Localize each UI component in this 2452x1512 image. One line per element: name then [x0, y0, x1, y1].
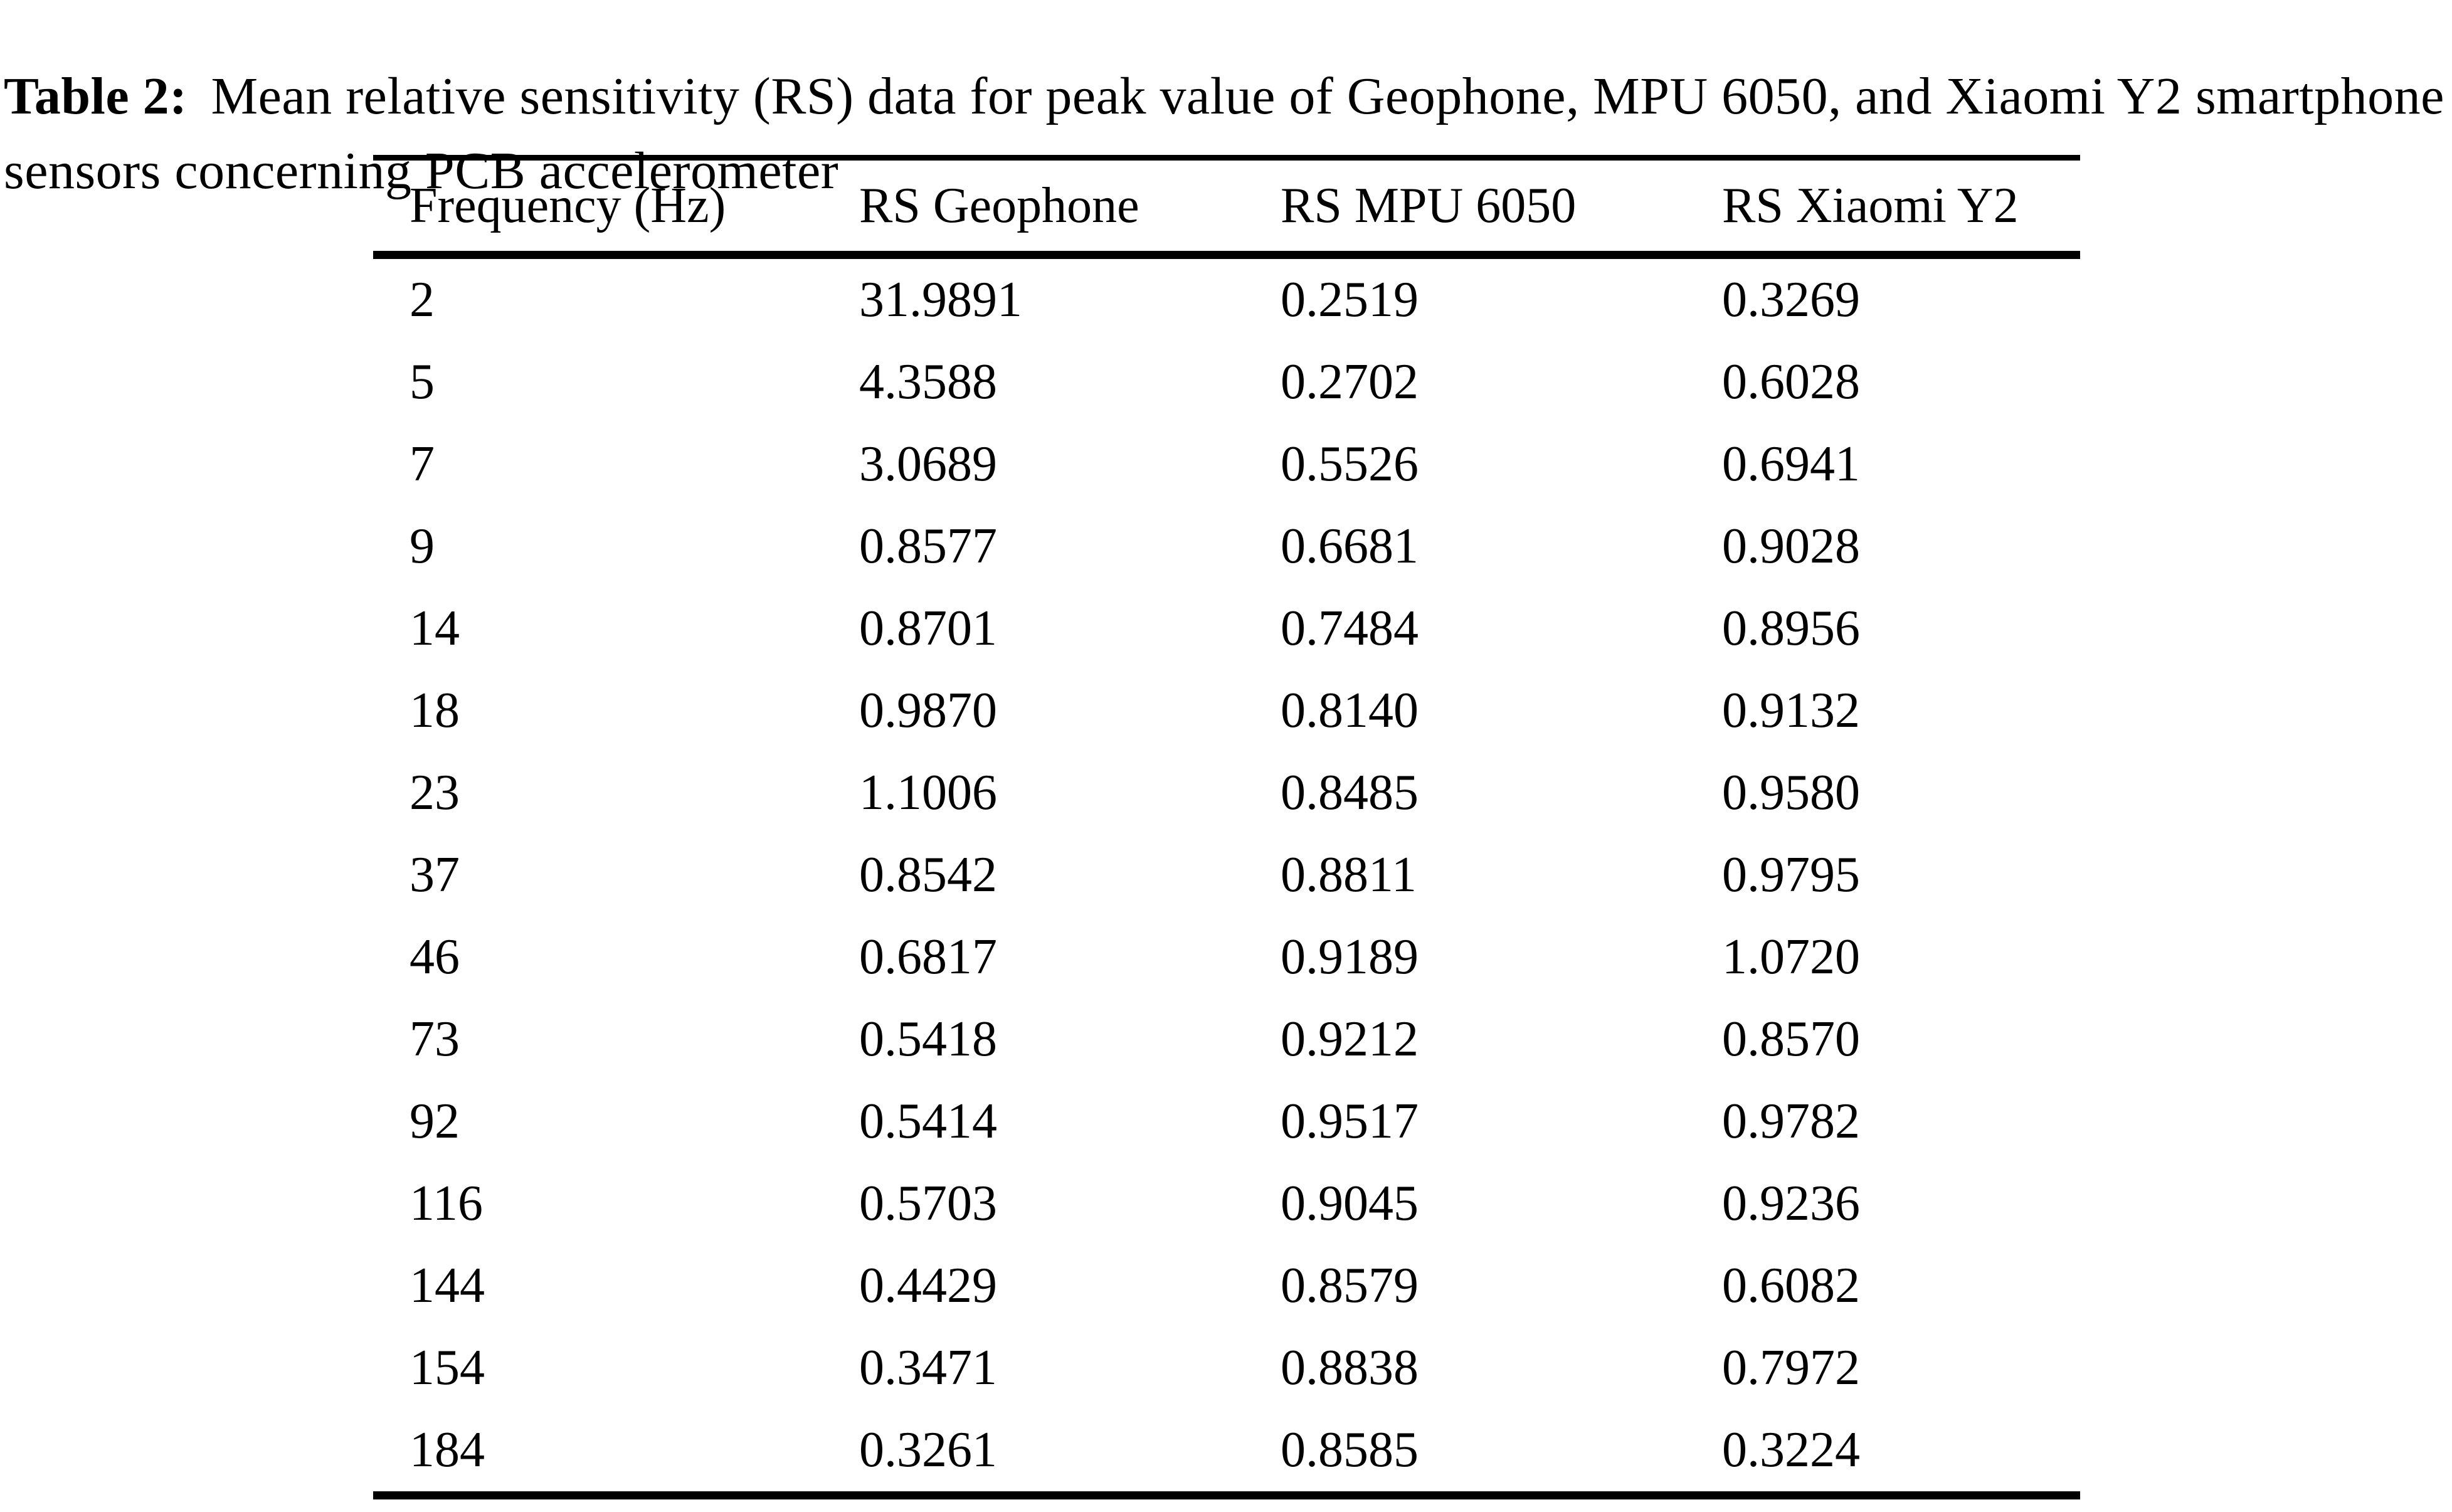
sensitivity-table: Frequency (Hz) RS Geophone RS MPU 6050 R… [373, 155, 2080, 1499]
rs-geophone-cell: 31.9891 [859, 272, 1022, 327]
frequency-cell: 144 [410, 1258, 485, 1313]
frequency-cell: 73 [410, 1012, 460, 1067]
rs-geophone-cell: 0.8542 [859, 847, 997, 902]
table-row: 23 1.1006 0.8485 0.9580 [373, 752, 2080, 834]
table-row: 14 0.8701 0.7484 0.8956 [373, 588, 2080, 670]
frequency-cell: 92 [410, 1094, 460, 1149]
table-row: 144 0.4429 0.8579 0.6082 [373, 1245, 2080, 1327]
rs-geophone-cell: 0.3261 [859, 1422, 997, 1478]
rs-geophone-cell: 0.5414 [859, 1094, 997, 1149]
rs-mpu6050-cell: 0.9517 [1281, 1094, 1419, 1149]
frequency-cell: 14 [410, 601, 460, 656]
frequency-cell: 2 [410, 272, 435, 327]
table-row: 5 4.3588 0.2702 0.6028 [373, 341, 2080, 423]
rs-mpu6050-cell: 0.5526 [1281, 436, 1419, 492]
rs-geophone-cell: 1.1006 [859, 765, 997, 820]
rs-mpu6050-cell: 0.7484 [1281, 601, 1419, 656]
frequency-cell: 5 [410, 354, 435, 410]
rs-xiaomi-y2-cell: 1.0720 [1722, 929, 1860, 985]
rs-mpu6050-cell: 0.9189 [1281, 929, 1419, 985]
rs-xiaomi-y2-cell: 0.8570 [1722, 1012, 1860, 1067]
table-caption-text: Mean relative sensitivity (RS) data for … [211, 67, 2444, 125]
rs-xiaomi-y2-cell: 0.6941 [1722, 436, 1860, 492]
table-row: 116 0.5703 0.9045 0.9236 [373, 1163, 2080, 1245]
rs-mpu6050-cell: 0.8485 [1281, 765, 1419, 820]
rs-geophone-cell: 3.0689 [859, 436, 997, 492]
rs-xiaomi-y2-cell: 0.9028 [1722, 519, 1860, 574]
frequency-cell: 46 [410, 929, 460, 985]
frequency-cell: 9 [410, 519, 435, 574]
frequency-cell: 18 [410, 683, 460, 738]
table-row: 7 3.0689 0.5526 0.6941 [373, 423, 2080, 505]
table-row: 184 0.3261 0.8585 0.3224 [373, 1409, 2080, 1496]
rs-xiaomi-y2-cell: 0.6028 [1722, 354, 1860, 410]
rs-mpu6050-cell: 0.2702 [1281, 354, 1419, 410]
rs-xiaomi-y2-cell: 0.3269 [1722, 272, 1860, 327]
table-row: 9 0.8577 0.6681 0.9028 [373, 505, 2080, 588]
rs-xiaomi-y2-cell: 0.9132 [1722, 683, 1860, 738]
rs-geophone-cell: 0.8577 [859, 519, 997, 574]
rs-xiaomi-y2-cell: 0.7972 [1722, 1340, 1860, 1395]
table-row: 37 0.8542 0.8811 0.9795 [373, 834, 2080, 916]
table-body: 2 31.9891 0.2519 0.3269 5 4.3588 0.2702 0.6028 7… [373, 255, 2080, 1496]
table-row: 154 0.3471 0.8838 0.7972 [373, 1327, 2080, 1409]
rs-xiaomi-y2-cell: 0.6082 [1722, 1258, 1860, 1313]
column-header-frequency: Frequency (Hz) [373, 157, 823, 259]
table-row: 18 0.9870 0.8140 0.9132 [373, 670, 2080, 752]
table-row: 92 0.5414 0.9517 0.9782 [373, 1081, 2080, 1163]
table-header-row: Frequency (Hz) RS Geophone RS MPU 6050 R… [373, 157, 2080, 259]
rs-xiaomi-y2-cell: 0.9795 [1722, 847, 1860, 902]
table-row: 2 31.9891 0.2519 0.3269 [373, 255, 2080, 342]
rs-geophone-cell: 4.3588 [859, 354, 997, 410]
rs-mpu6050-cell: 0.8838 [1281, 1340, 1419, 1395]
rs-geophone-cell: 0.5418 [859, 1012, 997, 1067]
column-header-rs-mpu6050: RS MPU 6050 [1244, 157, 1686, 259]
rs-geophone-cell: 0.3471 [859, 1340, 997, 1395]
rs-geophone-cell: 0.4429 [859, 1258, 997, 1313]
table-row: 73 0.5418 0.9212 0.8570 [373, 998, 2080, 1081]
frequency-cell: 154 [410, 1340, 485, 1395]
rs-mpu6050-cell: 0.8140 [1281, 683, 1419, 738]
rs-geophone-cell: 0.8701 [859, 601, 997, 656]
rs-mpu6050-cell: 0.9212 [1281, 1012, 1419, 1067]
table-row: 46 0.6817 0.9189 1.0720 [373, 916, 2080, 998]
frequency-cell: 7 [410, 436, 435, 492]
rs-mpu6050-cell: 0.8579 [1281, 1258, 1419, 1313]
rs-geophone-cell: 0.9870 [859, 683, 997, 738]
rs-geophone-cell: 0.5703 [859, 1176, 997, 1231]
rs-mpu6050-cell: 0.2519 [1281, 272, 1419, 327]
frequency-cell: 23 [410, 765, 460, 820]
frequency-cell: 116 [410, 1176, 484, 1231]
rs-xiaomi-y2-cell: 0.9580 [1722, 765, 1860, 820]
rs-xiaomi-y2-cell: 0.9236 [1722, 1176, 1860, 1231]
column-header-rs-geophone: RS Geophone [823, 157, 1244, 259]
column-header-rs-xiaomi-y2: RS Xiaomi Y2 [1686, 157, 2080, 259]
frequency-cell: 37 [410, 847, 460, 902]
frequency-cell: 184 [410, 1422, 485, 1478]
rs-mpu6050-cell: 0.8811 [1281, 847, 1417, 902]
rs-xiaomi-y2-cell: 0.8956 [1722, 601, 1860, 656]
table-header: Frequency (Hz) RS Geophone RS MPU 6050 R… [373, 157, 2080, 259]
rs-mpu6050-cell: 0.9045 [1281, 1176, 1419, 1231]
rs-mpu6050-cell: 0.6681 [1281, 519, 1419, 574]
rs-xiaomi-y2-cell: 0.9782 [1722, 1094, 1860, 1149]
table-caption-label: Table 2: [4, 67, 188, 125]
rs-xiaomi-y2-cell: 0.3224 [1722, 1422, 1860, 1478]
rs-geophone-cell: 0.6817 [859, 929, 997, 985]
rs-mpu6050-cell: 0.8585 [1281, 1422, 1419, 1478]
